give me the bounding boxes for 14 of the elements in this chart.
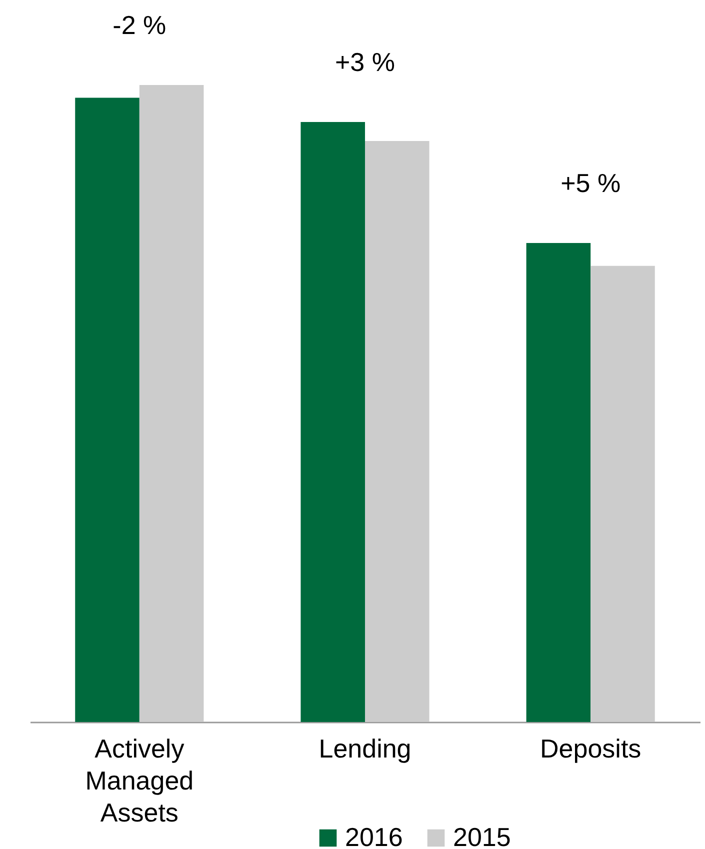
- bar: [75, 98, 140, 722]
- bar: [526, 242, 591, 722]
- annotation: -2 %: [112, 10, 166, 40]
- annotation: +5 %: [560, 168, 621, 198]
- x-tick-label: Actively Managed Assets: [85, 734, 194, 828]
- bar: [300, 122, 365, 722]
- bar: [365, 141, 430, 722]
- annotation: +3 %: [335, 46, 395, 77]
- legend-label: 2016: [345, 822, 403, 849]
- bar: [590, 266, 655, 722]
- bar: [139, 85, 204, 722]
- x-tick-label: Lending: [318, 734, 412, 764]
- x-tick-label: Deposits: [540, 734, 642, 764]
- legend-label: 2015: [453, 822, 511, 849]
